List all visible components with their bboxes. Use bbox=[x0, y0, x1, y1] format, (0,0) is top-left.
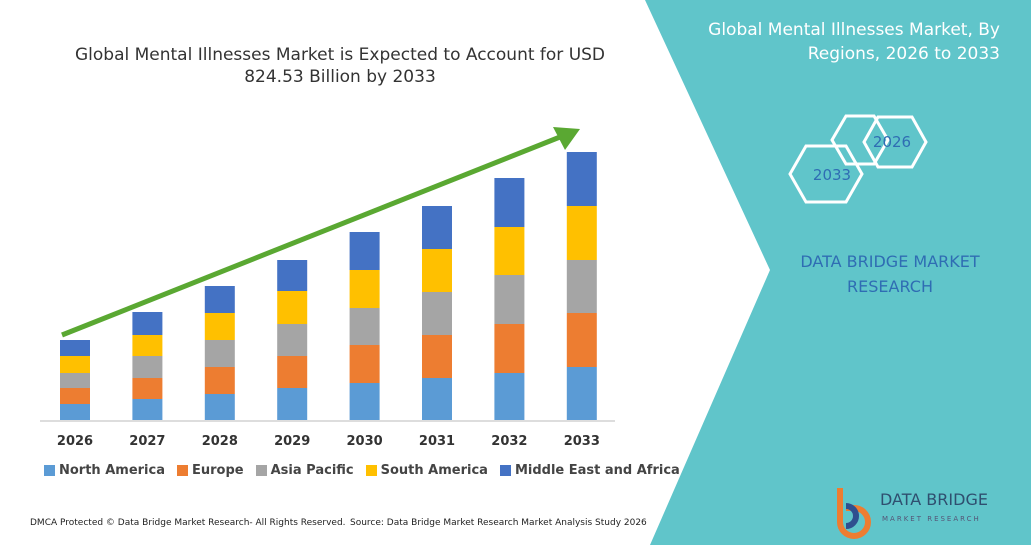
logo-icon bbox=[837, 488, 871, 539]
bar-segment bbox=[60, 388, 90, 404]
bar-segment bbox=[422, 335, 452, 378]
bar-segment bbox=[566, 206, 597, 260]
legend-swatch bbox=[44, 465, 55, 476]
bar-segment bbox=[132, 399, 163, 420]
bar-segment bbox=[60, 404, 90, 420]
side-panel bbox=[645, 0, 1031, 545]
legend-label: Middle East and Africa bbox=[514, 463, 680, 478]
trend-arrowhead bbox=[553, 127, 580, 150]
bar-segment bbox=[277, 324, 308, 356]
bar-segment bbox=[494, 324, 525, 373]
bar-segment bbox=[277, 260, 308, 291]
footer-dmca: DMCA Protected © Data Bridge Market Rese… bbox=[30, 518, 346, 528]
bar-segment bbox=[277, 356, 308, 388]
x-tick-label: 2033 bbox=[564, 434, 600, 449]
legend-label: South America bbox=[380, 463, 488, 478]
x-tick-label: 2026 bbox=[57, 434, 93, 449]
legend-label: Europe bbox=[192, 463, 244, 478]
bar-segment bbox=[60, 356, 90, 373]
bar-segment bbox=[204, 394, 235, 420]
legend-item: South America bbox=[365, 463, 488, 478]
chart-title: Global Mental Illnesses Market is Expect… bbox=[74, 45, 606, 87]
bar-segment bbox=[132, 378, 163, 399]
bar-segment bbox=[494, 178, 525, 227]
legend-swatch bbox=[255, 465, 267, 476]
bar-segment bbox=[204, 367, 235, 394]
bar-segment bbox=[349, 270, 380, 308]
bar-segment bbox=[494, 373, 525, 420]
bar-segment bbox=[132, 335, 163, 356]
legend-item: Asia Pacific bbox=[255, 463, 354, 478]
bar-segment bbox=[277, 388, 308, 420]
legend-item: North America bbox=[44, 463, 165, 478]
bar-segment bbox=[349, 383, 380, 420]
company-name: DATA BRIDGE MARKET RESEARCH bbox=[800, 252, 980, 296]
trend-arrow bbox=[61, 134, 561, 338]
logo-name: DATA BRIDGE bbox=[880, 490, 988, 509]
hexagon bbox=[788, 144, 864, 204]
bar-segment bbox=[60, 373, 90, 388]
bar-segment bbox=[132, 356, 163, 378]
x-tick-label: 2029 bbox=[274, 434, 310, 449]
bar-segment bbox=[566, 152, 597, 206]
x-tick-label: 2027 bbox=[129, 434, 165, 449]
bar-segment bbox=[566, 367, 597, 420]
legend-swatch bbox=[177, 465, 188, 476]
legend-label: Asia Pacific bbox=[270, 463, 354, 478]
bar-segment bbox=[566, 260, 597, 313]
legend-item: Europe bbox=[177, 463, 244, 478]
bar-segment bbox=[422, 206, 452, 249]
bar-segment bbox=[204, 313, 235, 340]
bar-segment bbox=[204, 286, 235, 313]
x-tick-label: 2028 bbox=[202, 434, 238, 449]
bar-segment bbox=[60, 340, 90, 356]
hexagon-label: 2033 bbox=[813, 166, 851, 184]
logo-tagline: MARKET RESEARCH bbox=[882, 515, 981, 523]
footer-source: Source: Data Bridge Market Research Mark… bbox=[350, 518, 647, 528]
bar-segment bbox=[422, 292, 452, 335]
x-tick-label: 2032 bbox=[491, 434, 527, 449]
bar-segment bbox=[277, 291, 308, 324]
bar-segment bbox=[349, 232, 380, 270]
bar-segment bbox=[349, 345, 380, 383]
hexagon-label: 2026 bbox=[873, 133, 911, 151]
bar-segment bbox=[349, 308, 380, 345]
legend: North America Europe Asia Pacific South Ame… bbox=[44, 463, 680, 478]
legend-label: North America bbox=[59, 463, 165, 478]
bar-segment bbox=[494, 227, 525, 275]
x-tick-label: 2031 bbox=[419, 434, 455, 449]
panel-title: Global Mental Illnesses Market, By Regio… bbox=[708, 20, 1000, 64]
bar-segment bbox=[494, 275, 525, 324]
legend-swatch bbox=[365, 465, 377, 476]
hexagon bbox=[830, 114, 890, 166]
legend-swatch bbox=[499, 465, 511, 476]
bar-segment bbox=[204, 340, 235, 367]
bar-segment bbox=[422, 378, 452, 420]
legend-item: Middle East and Africa bbox=[499, 463, 680, 478]
bar-segment bbox=[132, 312, 163, 335]
x-tick-label: 2030 bbox=[347, 434, 383, 449]
bar-segment bbox=[566, 313, 597, 367]
bar-segment bbox=[422, 249, 452, 292]
hexagon bbox=[862, 115, 928, 169]
